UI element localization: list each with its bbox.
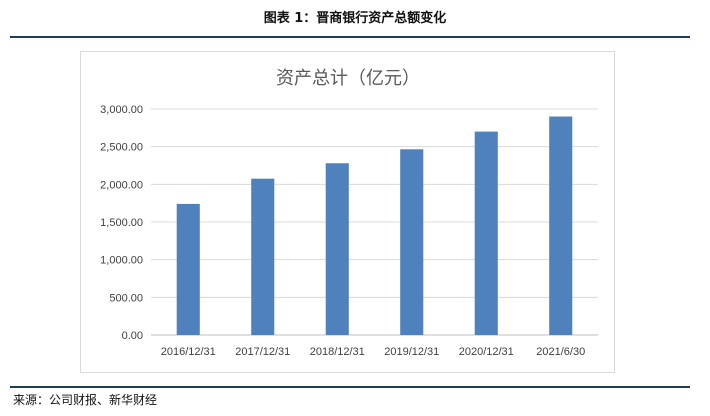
y-tick-label: 3,000.00 [100, 104, 143, 116]
bars [176, 116, 573, 336]
bar [400, 149, 424, 335]
figure-caption: 图表 1：晋商银行资产总额变化 [263, 11, 447, 26]
x-tick-label: 2017/12/31 [235, 346, 290, 358]
bar [549, 116, 573, 336]
bar [251, 178, 275, 335]
bottom-rule [10, 386, 690, 388]
chart-area: 资产总计（亿元） 0.00 500.00 1,000.00 1,500.00 2,000… [80, 51, 615, 373]
x-axis-ticks: 2016/12/31 2017/12/31 2018/12/31 2019/12/31… [161, 346, 586, 358]
bar [325, 163, 349, 335]
source-note: 来源：公司财报、新华财经 [13, 393, 158, 407]
x-tick-label: 2020/12/31 [459, 346, 514, 358]
x-tick-label: 2018/12/31 [310, 346, 365, 358]
y-tick-label: 500.00 [109, 292, 143, 304]
bar [474, 131, 498, 335]
y-tick-label: 2,000.00 [100, 179, 143, 191]
bar [176, 203, 200, 335]
x-tick-label: 2021/6/30 [536, 346, 585, 358]
y-tick-label: 1,500.00 [100, 217, 143, 229]
y-tick-label: 0.00 [122, 330, 143, 342]
x-tick-label: 2016/12/31 [161, 346, 216, 358]
chart-title: 资产总计（亿元） [276, 68, 420, 89]
gridlines [151, 108, 598, 336]
x-tick-label: 2019/12/31 [384, 346, 439, 358]
y-axis-ticks: 0.00 500.00 1,000.00 1,500.00 2,000.00 2,500.… [100, 104, 143, 342]
y-tick-label: 1,000.00 [100, 255, 143, 267]
bar-chart: 资产总计（亿元） 0.00 500.00 1,000.00 1,500.00 2,000… [100, 68, 598, 358]
top-rule [10, 36, 690, 38]
y-tick-label: 2,500.00 [100, 142, 143, 154]
